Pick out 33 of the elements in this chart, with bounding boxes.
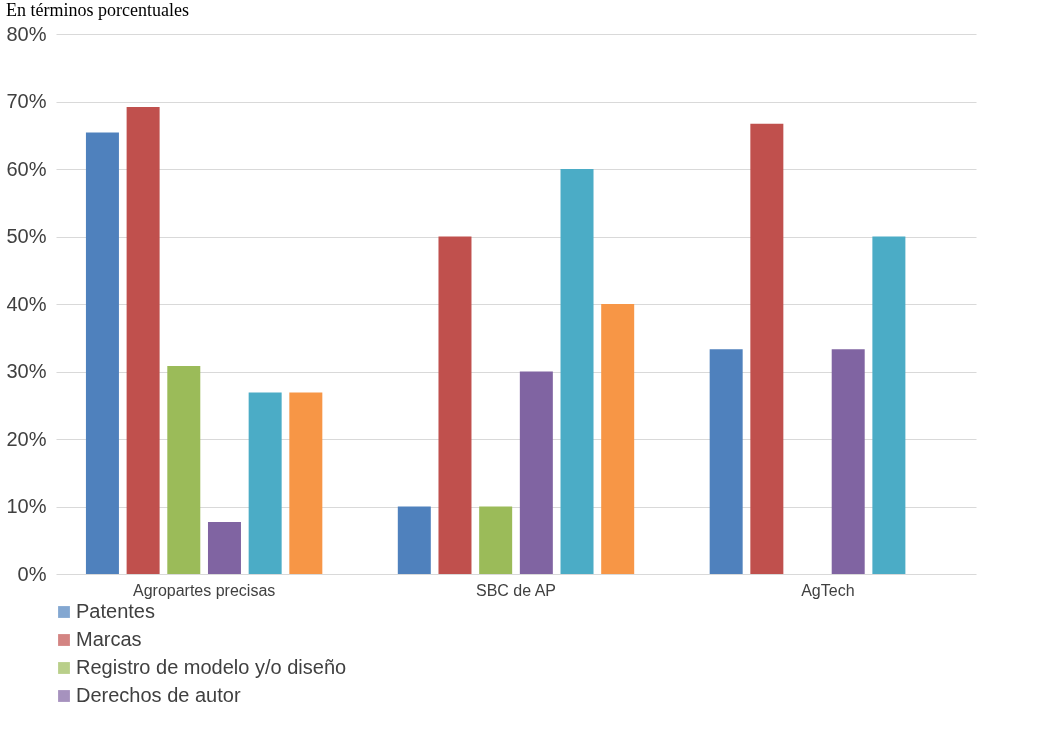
- bar: [167, 366, 201, 574]
- y-tick-label: 40%: [6, 292, 47, 315]
- x-tick-label: AgTech: [801, 581, 855, 599]
- legend-label: Marcas: [76, 628, 142, 650]
- x-tick-label: SBC de AP: [475, 581, 557, 599]
- y-tick-label: 60%: [6, 157, 47, 180]
- y-tick-label: 0%: [17, 562, 47, 585]
- bar: [248, 392, 282, 574]
- x-tick-label: Agropartes precisas: [132, 581, 276, 599]
- legend-label: Patentes: [76, 600, 155, 622]
- y-tick-label: 10%: [6, 495, 47, 517]
- y-tick-label: 50%: [6, 225, 47, 247]
- bar: [85, 132, 119, 574]
- y-tick-label: 20%: [6, 427, 47, 450]
- y-tick-label: 80%: [6, 22, 47, 45]
- bar: [397, 506, 431, 574]
- bar: [750, 123, 784, 574]
- y-tick-label: 30%: [6, 360, 47, 382]
- bar: [126, 106, 160, 574]
- legend-label: Derechos de autor: [76, 684, 241, 706]
- bar: [601, 304, 635, 574]
- bar: [519, 371, 553, 574]
- bar: [207, 522, 241, 574]
- legend-label: Registro de modelo y/o diseño: [76, 656, 347, 678]
- chart-title: En términos porcentuales: [5, 0, 189, 20]
- y-tick-label: 70%: [6, 90, 47, 112]
- bar: [872, 236, 906, 574]
- bar: [560, 169, 594, 574]
- bar: [289, 392, 323, 574]
- bar: [831, 349, 865, 574]
- bar: [709, 349, 743, 574]
- bar: [438, 236, 472, 574]
- bar: [479, 506, 513, 574]
